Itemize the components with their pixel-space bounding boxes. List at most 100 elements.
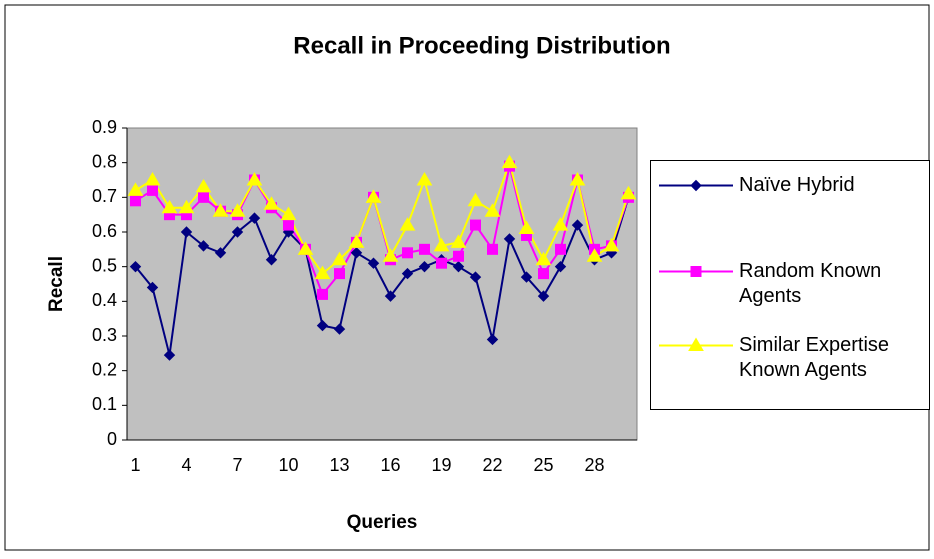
legend-label: Naïve Hybrid [739,174,855,196]
marker [401,267,414,280]
y-tick-label: 0.8 [92,151,117,171]
marker [317,288,328,300]
marker [161,199,178,214]
y-tick-label: 0 [107,429,117,449]
marker [263,196,280,210]
legend-label: Random Known Agents [739,260,882,307]
x-tick-label: 28 [584,455,604,475]
marker [503,233,516,245]
marker [555,243,566,255]
marker [450,234,467,248]
marker [569,172,586,186]
marker [688,337,704,351]
marker [453,250,464,262]
marker [433,237,450,252]
x-tick-label: 25 [533,455,553,475]
marker [520,271,533,283]
marker [554,260,567,273]
legend-item: Naïve Hybrid [651,173,929,233]
y-tick-label: 0.4 [92,290,117,310]
marker [467,192,484,207]
marker [384,290,397,302]
y-tick-label: 0.6 [92,221,117,241]
marker [130,195,141,207]
marker [280,206,297,221]
legend-swatch [659,337,733,351]
x-tick-label: 4 [181,455,191,475]
x-tick-label: 1 [130,455,140,475]
marker [367,257,380,269]
x-tick-label: 10 [278,455,298,475]
x-tick-label: 7 [232,455,242,475]
marker [246,172,263,186]
y-axis-title: Recall [46,256,67,312]
legend-item: Random Known Agents [651,259,929,319]
marker [552,217,569,231]
legend-swatch [659,179,733,192]
y-tick-label: 0.3 [92,325,117,345]
marker [127,182,144,196]
marker [333,323,346,335]
marker [452,260,465,273]
marker [470,219,481,231]
marker [501,154,518,169]
marker [419,243,430,255]
marker [229,203,246,217]
x-axis-title: Queries [347,512,418,533]
marker [538,268,549,280]
marker [212,203,229,217]
x-tick-label: 19 [431,455,451,475]
marker [537,290,550,302]
y-tick-label: 0.5 [92,255,117,275]
y-tick-label: 0.1 [92,394,117,414]
legend-label: Similar Expertise Known Agents [739,334,890,381]
marker [129,260,142,273]
y-tick-label: 0.7 [92,186,117,206]
marker [180,226,193,238]
marker [248,212,261,224]
marker [314,265,331,280]
legend-item: Similar Expertise Known Agents [651,333,929,393]
marker [518,220,535,235]
marker [316,319,329,332]
marker [416,172,433,186]
marker [197,240,210,252]
marker [469,271,482,283]
marker [603,237,620,252]
marker [402,247,413,259]
legend: Naïve Hybrid Random Known Agents Similar E… [650,160,930,410]
x-tick-label: 16 [380,455,400,475]
y-tick-label: 0.9 [92,117,117,137]
marker [486,333,499,346]
marker [586,248,603,262]
marker [365,189,382,203]
marker [382,248,399,262]
marker [198,191,209,203]
marker [297,241,314,255]
marker [214,247,227,259]
marker [195,178,212,193]
marker [571,219,584,231]
marker [418,260,431,273]
legend-swatch [659,266,733,277]
y-tick-label: 0.2 [92,359,117,379]
marker [690,179,702,192]
x-tick-label: 13 [329,455,349,475]
marker [283,219,294,231]
marker [484,203,501,217]
marker [334,268,345,280]
marker [146,281,159,294]
marker [163,349,176,361]
marker [348,234,365,248]
marker [487,243,498,255]
marker [350,247,363,259]
x-tick-label: 22 [482,455,502,475]
marker [399,217,416,231]
marker [178,199,195,214]
chart-title: Recall in Proceeding Distribution [293,32,670,59]
marker [265,254,278,266]
marker [144,172,161,186]
marker [436,257,447,269]
marker [535,251,552,266]
